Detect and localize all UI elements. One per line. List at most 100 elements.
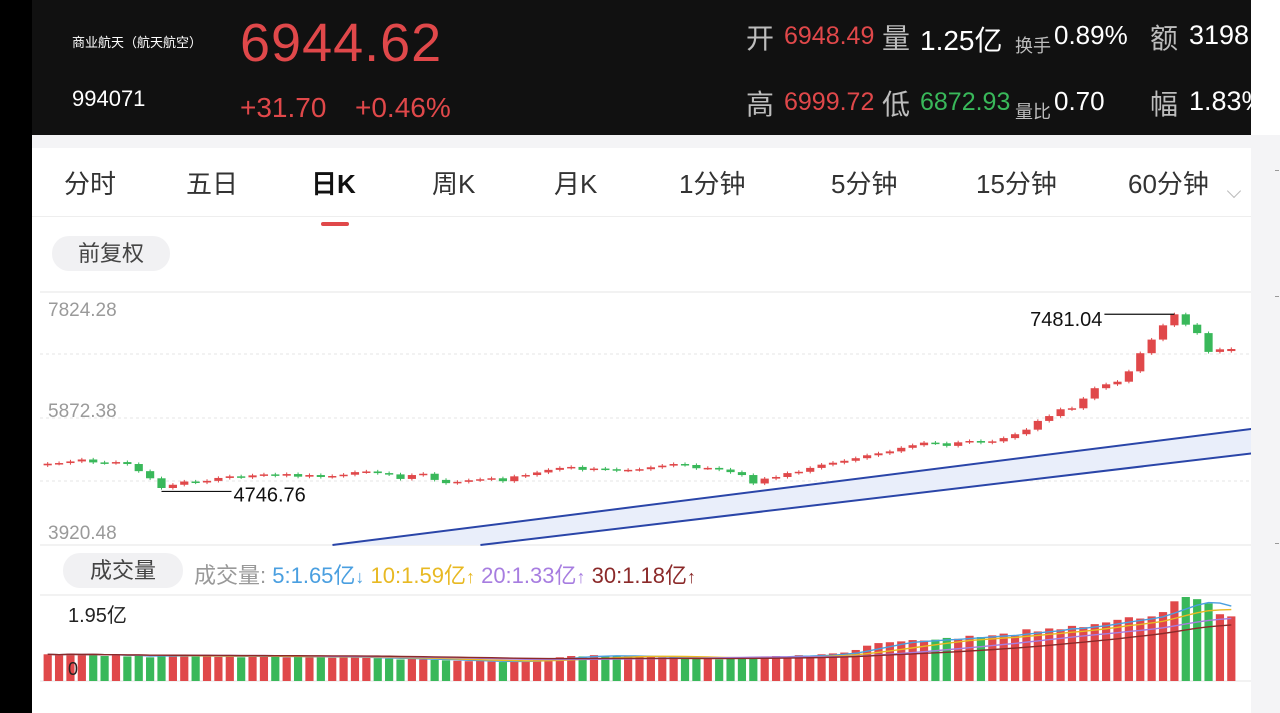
candle-body	[863, 455, 872, 459]
candle-body	[396, 474, 405, 479]
tab-five-day[interactable]: 五日	[186, 169, 239, 199]
volume-bar	[111, 655, 121, 681]
tab-5-minute[interactable]: 5分钟	[831, 169, 898, 199]
candle-body	[271, 474, 280, 476]
candle-body	[737, 472, 747, 476]
tab-15-minute[interactable]: 15分钟	[976, 169, 1057, 199]
volume-bar	[66, 653, 75, 681]
candle-body	[1124, 371, 1133, 382]
channel-lower-line	[480, 452, 1251, 546]
candle-body	[248, 475, 257, 478]
price-change: +31.70	[240, 92, 327, 123]
volratio-value: 0.70	[1054, 86, 1105, 116]
candle-body	[202, 480, 212, 483]
candle-body	[316, 475, 325, 477]
volume-zero-label: 0	[68, 659, 78, 679]
candle-body	[237, 476, 246, 478]
candle-body	[976, 441, 986, 443]
axis-labels: 7824.28 5872.38 3920.48 7481.04 4746.76 …	[48, 300, 1102, 679]
candle-body	[1079, 398, 1088, 409]
candle-body	[601, 468, 610, 471]
volume-bar	[100, 656, 109, 681]
candle-body	[259, 474, 269, 476]
volume-bar	[658, 657, 667, 681]
candle-body	[419, 473, 428, 476]
candle-body	[1170, 314, 1179, 326]
adjust-mode-button[interactable]: 前复权	[52, 236, 170, 271]
kline-chart[interactable]: 7824.28 5872.38 3920.48 7481.04 4746.76 …	[32, 135, 1251, 713]
volume-bar	[988, 635, 997, 681]
candle-body	[43, 463, 52, 466]
price-change-pct: +0.46%	[355, 92, 451, 123]
candles	[43, 312, 1236, 493]
indicator-button[interactable]: 成交量	[63, 553, 183, 588]
candle-body	[715, 467, 724, 470]
tab-1-minute[interactable]: 1分钟	[679, 169, 746, 199]
candle-body	[54, 463, 64, 465]
candle-body	[521, 475, 530, 477]
candle-body	[532, 472, 542, 476]
volume-bar	[498, 662, 508, 681]
volume-bar	[737, 658, 747, 681]
candle-body	[1010, 434, 1020, 439]
volume-bar	[1067, 625, 1077, 681]
chart-panel: 分时 五日 日K 周K 月K 1分钟 5分钟 15分钟 60分钟 前复权 成交量…	[32, 135, 1251, 713]
ma30-line	[47, 624, 1232, 660]
candle-body	[783, 473, 792, 477]
candle-body	[225, 476, 234, 478]
candle-body	[817, 464, 826, 468]
candle-body	[464, 480, 473, 482]
tab-60-minute[interactable]: 60分钟	[1128, 169, 1209, 199]
candle-body	[669, 464, 678, 466]
open-label: 开	[746, 23, 775, 54]
candle-body	[771, 476, 781, 479]
amplitude-label: 幅	[1150, 89, 1179, 120]
left-edge	[0, 0, 32, 713]
tab-monthly-k[interactable]: 月K	[554, 169, 598, 199]
volume-bar	[168, 656, 177, 681]
candle-body	[1102, 384, 1111, 389]
candle-body	[760, 478, 769, 484]
candle-body	[965, 441, 974, 443]
volume-max-label: 1.95亿	[68, 604, 127, 627]
candle-body	[703, 467, 712, 470]
arrow-up-icon: ↑	[576, 567, 586, 587]
volume-ma-lines	[47, 601, 1232, 663]
tab-intraday[interactable]: 分时	[64, 169, 117, 199]
candle-body	[635, 469, 644, 471]
legend-prefix: 成交量:	[194, 563, 267, 588]
candle-body	[555, 467, 564, 470]
volume-bar	[282, 657, 291, 681]
volume-bar	[271, 656, 280, 681]
volume-bar	[157, 655, 166, 681]
volume-bar	[783, 656, 792, 681]
period-tabs: 分时 五日 日K 周K 月K 1分钟 5分钟 15分钟 60分钟	[32, 148, 1251, 226]
candle-body	[851, 458, 860, 461]
y-axis-label-top: 7824.28	[48, 300, 117, 321]
volume-bars	[43, 597, 1236, 681]
candle-body	[919, 442, 929, 446]
candle-body	[111, 462, 121, 464]
high-label: 高	[746, 89, 775, 120]
volume-bar	[191, 656, 200, 681]
candle-body	[282, 474, 291, 476]
ma10-line	[47, 608, 1232, 662]
tab-daily-k[interactable]: 日K	[311, 169, 356, 199]
volume-bar	[954, 638, 963, 681]
low-label: 低	[882, 89, 911, 120]
volume-bar	[1181, 597, 1190, 681]
amplitude-value: 1.83%	[1189, 86, 1251, 116]
tab-weekly-k[interactable]: 周K	[432, 169, 476, 199]
volume-bar	[1022, 629, 1031, 681]
candle-body	[794, 471, 803, 474]
volume-bar	[760, 656, 769, 681]
volume-bar	[646, 656, 655, 681]
volume-bar	[89, 653, 98, 681]
candle-body	[1204, 333, 1213, 352]
candle-body	[430, 473, 439, 480]
volume-bar	[612, 655, 621, 681]
candle-body	[1227, 349, 1236, 352]
volume-bar	[305, 657, 314, 681]
candle-body	[1033, 420, 1042, 430]
volume-bar	[897, 641, 906, 681]
